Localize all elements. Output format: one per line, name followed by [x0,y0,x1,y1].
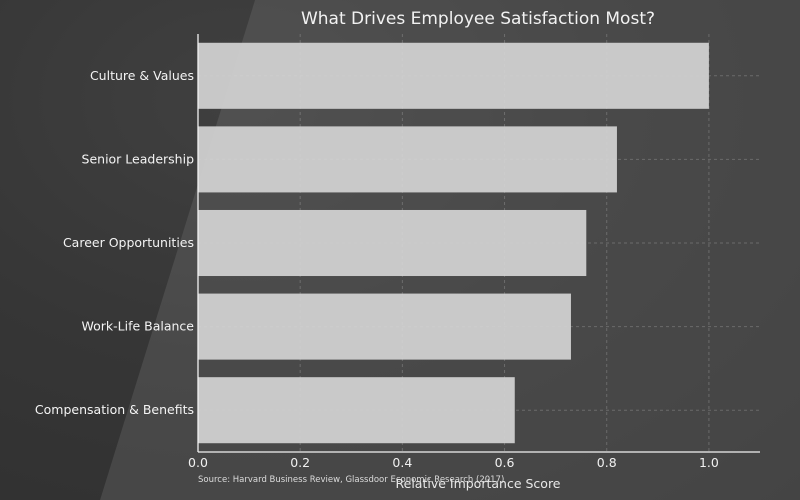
bars [198,42,709,444]
x-tick-label: 0.8 [597,455,617,470]
category-label: Senior Leadership [82,151,195,166]
category-label: Career Opportunities [63,235,194,250]
category-label: Work-Life Balance [81,319,194,334]
bar [198,209,587,277]
x-tick-labels: 0.0 0.2 0.4 0.6 0.8 1.0 [188,455,719,470]
category-label: Culture & Values [90,68,194,83]
category-label: Compensation & Benefits [35,402,194,417]
x-axis-label: Relative Importance Score [396,476,561,491]
x-tick-label: 0.4 [392,455,412,470]
x-tick-label: 1.0 [699,455,719,470]
x-tick-label: 0.6 [495,455,515,470]
x-tick-label: 0.2 [290,455,310,470]
chart-title: What Drives Employee Satisfaction Most? [301,9,655,29]
source-note: Source: Harvard Business Review, Glassdo… [198,475,504,485]
bar [198,293,571,360]
bar [198,42,709,109]
bar [198,126,617,193]
bar [198,377,515,444]
x-tick-label: 0.0 [188,455,208,470]
category-labels: Culture & Values Senior Leadership Career … [35,68,194,417]
